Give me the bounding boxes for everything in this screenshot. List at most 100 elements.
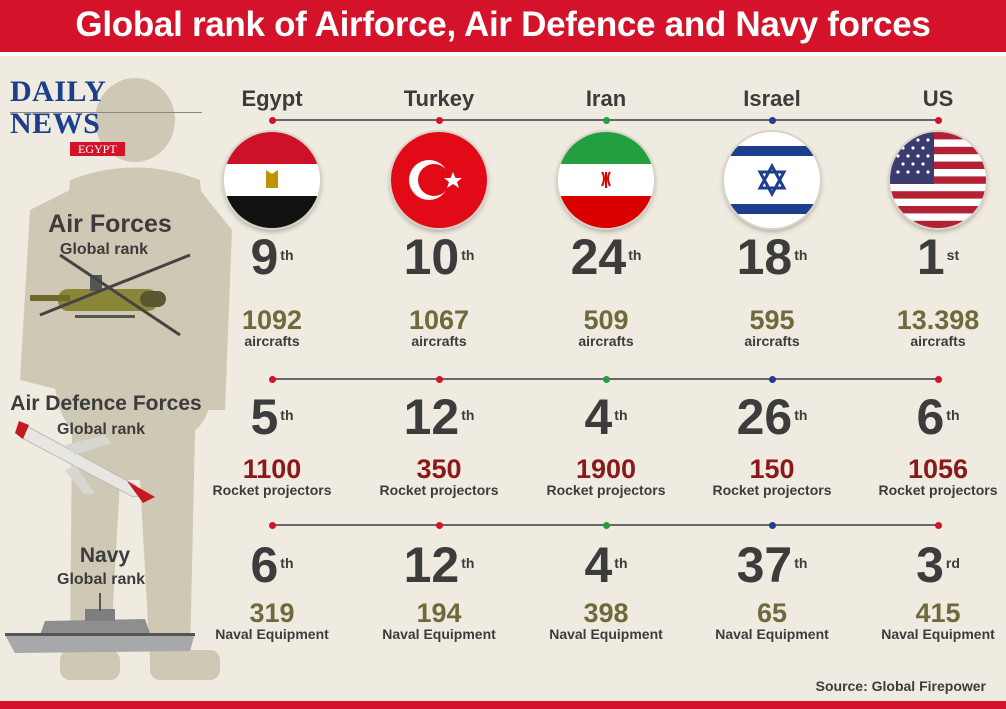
unit-defence-iran: Rocket projectors — [546, 482, 666, 498]
timeline-dot-turkey — [435, 116, 443, 124]
flag-israel-icon — [724, 132, 820, 228]
unit-air-egypt: aircrafts — [244, 333, 300, 349]
rank-suffix: th — [461, 407, 475, 423]
rank-suffix: th — [614, 407, 628, 423]
amount-defence-us: 1056 — [907, 454, 969, 484]
rank-number: 12 — [403, 537, 460, 593]
warship-icon — [5, 593, 195, 653]
rank-number: 10 — [403, 229, 460, 285]
timeline-dot-israel — [768, 116, 776, 124]
rank-number: 18 — [736, 229, 793, 285]
unit-defence-israel: Rocket projectors — [712, 482, 832, 498]
rank-suffix: th — [794, 407, 808, 423]
timeline-dot-turkey — [435, 375, 443, 383]
timeline-dot-us — [934, 375, 942, 383]
rank-number: 12 — [403, 389, 460, 445]
amount-defence-turkey: 350 — [416, 454, 462, 484]
rank-number: 4 — [584, 389, 613, 445]
rank-suffix: th — [461, 247, 475, 263]
amount-defence-iran: 1900 — [575, 454, 637, 484]
rank-suffix: th — [946, 407, 960, 423]
missile-icon — [15, 421, 155, 503]
timeline-dot-egypt — [268, 116, 276, 124]
logo-sub-text: EGYPT — [70, 142, 125, 156]
rank-number: 9 — [250, 229, 279, 285]
rank-number: 1 — [916, 229, 945, 285]
amount-air-israel: 595 — [749, 305, 795, 335]
amount-air-iran: 509 — [583, 305, 629, 335]
country-name-turkey: Turkey — [403, 86, 475, 111]
unit-defence-turkey: Rocket projectors — [379, 482, 499, 498]
unit-navy-israel: Naval Equipment — [715, 626, 829, 642]
rank-suffix: th — [794, 247, 808, 263]
rank-suffix: th — [280, 247, 294, 263]
timeline-dot-egypt — [268, 375, 276, 383]
country-name-egypt: Egypt — [241, 86, 303, 111]
timeline-countries — [268, 116, 942, 124]
rank-suffix: th — [461, 555, 475, 571]
timeline-dot-iran — [602, 375, 610, 383]
rank-number: 3 — [916, 537, 944, 593]
unit-defence-us: Rocket projectors — [878, 482, 998, 498]
unit-air-iran: aircrafts — [578, 333, 634, 349]
amount-air-turkey: 1067 — [408, 305, 470, 335]
timeline-dot-turkey — [435, 521, 443, 529]
timeline-dot-us — [934, 116, 942, 124]
rank-number: 37 — [736, 537, 793, 593]
unit-air-israel: aircrafts — [744, 333, 800, 349]
air-defence-title: Air Defence Forces — [10, 392, 202, 415]
amount-air-egypt: 1092 — [241, 305, 303, 335]
amount-navy-egypt: 319 — [249, 598, 295, 628]
rank-suffix: rd — [945, 555, 960, 571]
flag-iran-icon — [558, 132, 654, 228]
air-forces-title: Air Forces — [48, 210, 172, 238]
rank-suffix: th — [614, 555, 628, 571]
amount-navy-iran: 398 — [583, 598, 629, 628]
amount-defence-israel: 150 — [749, 454, 795, 484]
rank-number: 26 — [736, 389, 793, 445]
amount-defence-egypt: 1100 — [242, 454, 302, 484]
flag-egypt-icon — [224, 132, 320, 228]
timeline-dot-iran — [602, 521, 610, 529]
country-name-iran: Iran — [585, 86, 627, 111]
daily-news-logo: DAILY NEWS EGYPT — [10, 76, 202, 158]
amount-navy-israel: 65 — [756, 598, 788, 628]
helicopter-icon — [30, 253, 191, 337]
timeline-dot-israel — [768, 375, 776, 383]
timeline-dot-egypt — [268, 521, 276, 529]
air-defence-subtitle: Global rank — [57, 421, 146, 438]
unit-navy-us: Naval Equipment — [881, 626, 995, 642]
rank-suffix: th — [280, 555, 294, 571]
unit-air-us: aircrafts — [910, 333, 966, 349]
unit-navy-iran: Naval Equipment — [549, 626, 663, 642]
timeline-air-defence — [268, 375, 942, 383]
air-forces-subtitle: Global rank — [60, 241, 149, 258]
timeline-dot-us — [934, 521, 942, 529]
rank-suffix: st — [946, 247, 960, 263]
rank-number: 4 — [584, 537, 613, 593]
rank-number: 5 — [250, 389, 279, 445]
rank-number: 6 — [250, 537, 279, 593]
rank-number: 24 — [570, 229, 627, 285]
soldier-silhouette-illustration — [5, 78, 232, 680]
rank-suffix: th — [794, 555, 808, 571]
timeline-dot-israel — [768, 521, 776, 529]
timeline-navy — [268, 521, 942, 529]
amount-navy-us: 415 — [915, 598, 961, 628]
navy-title: Navy — [79, 544, 131, 567]
page-title: Global rank of Airforce, Air Defence and… — [0, 0, 1006, 56]
rank-suffix: th — [280, 407, 294, 423]
timeline-dot-iran — [602, 116, 610, 124]
